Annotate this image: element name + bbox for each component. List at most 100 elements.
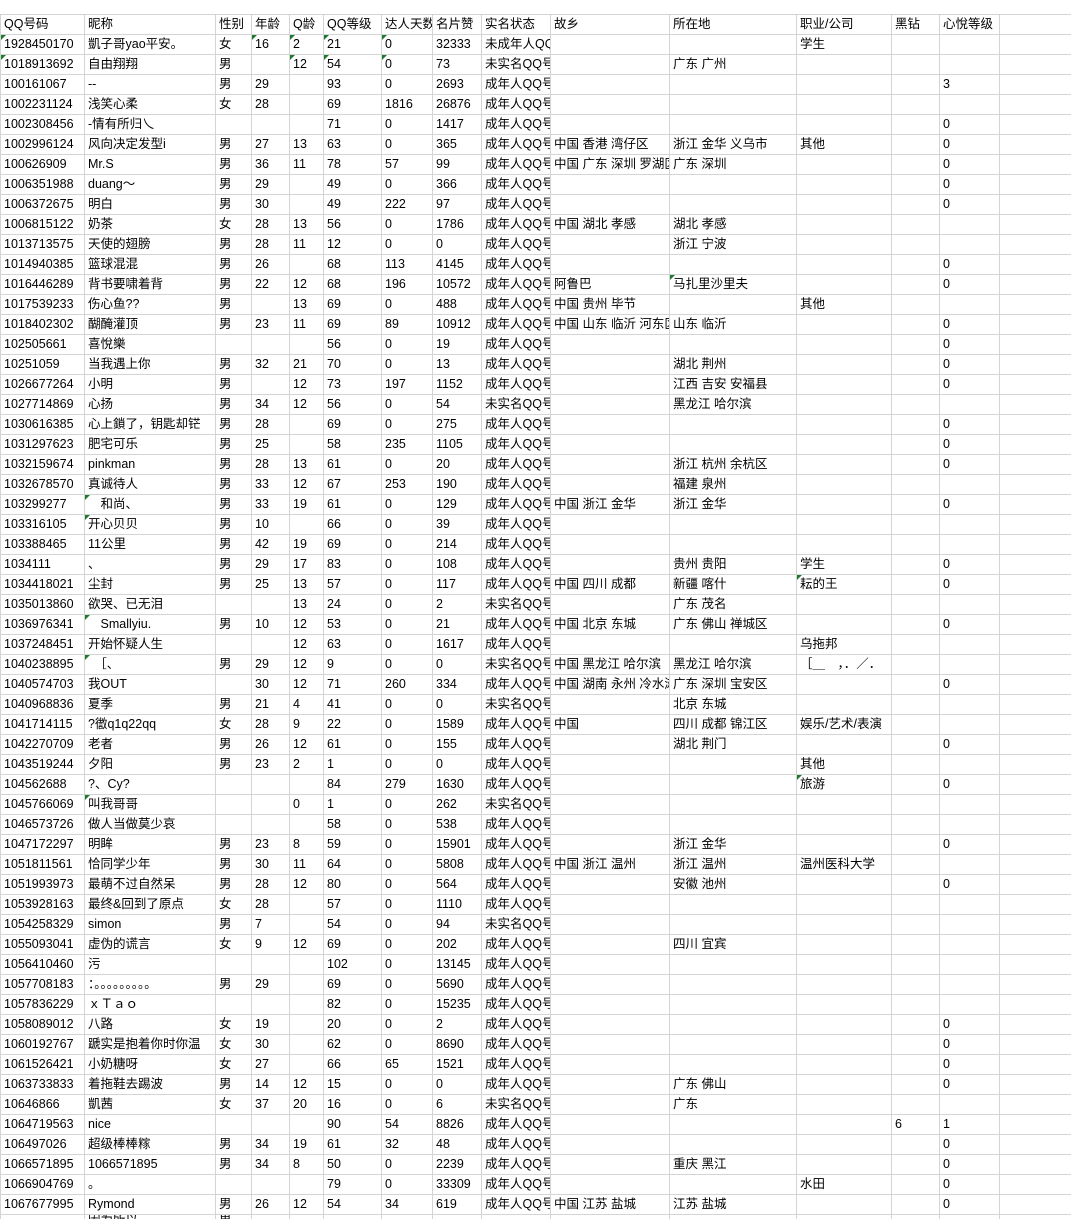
table-body[interactable]: 1928450170凱子哥yao平安。女16221032333未成年人QQ号学生… [0, 34, 1071, 1219]
cell-real[interactable] [481, 1214, 551, 1219]
cell-level[interactable]: 78 [323, 154, 382, 175]
cell-sex[interactable]: 男 [215, 394, 252, 415]
cell-days[interactable]: 0 [381, 514, 433, 535]
table-row[interactable]: 1057836229 ｘＴａｏ 82 0 15235 成年人QQ号 [0, 994, 1071, 1015]
cell-job[interactable] [796, 374, 892, 395]
table-row[interactable]: 1041714115 ?徾q1q22qq 女 28 9 22 0 1589 成年人QQ号 中国 四川… [0, 714, 1071, 735]
cell-qage[interactable]: 4 [289, 694, 324, 715]
cell-loc[interactable] [669, 814, 797, 835]
cell-job[interactable]: ［＿ ，．／． [796, 654, 892, 675]
cell-real[interactable]: 成年人QQ号 [481, 134, 551, 155]
cell-home[interactable]: 中国 北京 东城 [550, 614, 670, 635]
cell-age[interactable]: 23 [251, 754, 290, 775]
cell-nick[interactable]: 开心贝贝 [84, 514, 216, 535]
cell-real[interactable]: 未实名QQ号 [481, 54, 551, 75]
cell-nick[interactable]: 背书要啸着背 [84, 274, 216, 295]
cell-xy[interactable] [939, 714, 1000, 735]
cell-real[interactable]: 成年人QQ号 [481, 1034, 551, 1055]
cell-qq[interactable]: 104562688 [0, 774, 85, 795]
cell-xy[interactable] [939, 654, 1000, 675]
cell-home[interactable] [550, 734, 670, 755]
cell-level[interactable]: 61 [323, 734, 382, 755]
cell-real[interactable]: 成年人QQ号 [481, 154, 551, 175]
cell-level[interactable]: 21 [323, 34, 382, 55]
cell-sex[interactable]: 女 [215, 1094, 252, 1115]
table-row[interactable]: 1040238895 ［、男 29 12 9 0 0 未实名QQ号 中国 黑龙江 哈尔滨 黑龙江… [0, 654, 1071, 675]
cell-job[interactable] [796, 394, 892, 415]
cell-home[interactable] [550, 414, 670, 435]
cell-xy[interactable] [939, 694, 1000, 715]
cell-days[interactable]: 0 [381, 734, 433, 755]
cell-nick[interactable]: Smallyiu. [84, 614, 216, 635]
table-row[interactable]: 1034111、男 29 17 83 0 108 成年人QQ号 贵州 贵阳 学生 0 [0, 554, 1071, 575]
cell-sex[interactable]: 女 [215, 34, 252, 55]
cell-qq[interactable]: 1006372675 [0, 194, 85, 215]
cell-loc[interactable]: 广东 深圳 [669, 154, 797, 175]
cell-loc[interactable] [669, 74, 797, 95]
cell-home[interactable] [550, 994, 670, 1015]
cell-age[interactable] [251, 114, 290, 135]
cell-black[interactable] [891, 934, 940, 955]
cell-qq[interactable]: 1026677264 [0, 374, 85, 395]
cell-level[interactable]: 16 [323, 1094, 382, 1115]
cell-qage[interactable] [289, 114, 324, 135]
cell-loc[interactable] [669, 1174, 797, 1195]
table-row[interactable]: 103316105 开心贝贝男 10 66 0 39 成年人QQ号 [0, 514, 1071, 535]
cell-nick[interactable]: ｘＴａｏ [84, 994, 216, 1015]
cell-nick[interactable]: ：。。。。。。。。。 [84, 974, 216, 995]
table-row[interactable]: 1002308456 -情有所归乀 71 0 1417 成年人QQ号 0 [0, 114, 1071, 135]
cell-days[interactable]: 0 [381, 1014, 433, 1035]
cell-home[interactable] [550, 554, 670, 575]
table-row[interactable]: 1055093041 虚伪的谎言女 9 12 69 0 202 成年人QQ号 四川 宜宾 [0, 934, 1071, 955]
cell-qage[interactable] [289, 814, 324, 835]
cell-level[interactable]: 50 [323, 1154, 382, 1175]
cell-nick[interactable]: 风向决定发型i [84, 134, 216, 155]
cell-qage[interactable] [289, 1114, 324, 1135]
cell-level[interactable]: 57 [323, 574, 382, 595]
cell-black[interactable] [891, 794, 940, 815]
cell-loc[interactable] [669, 754, 797, 775]
cell-qq[interactable]: 106497026 [0, 1134, 85, 1155]
cell-job[interactable] [796, 1154, 892, 1175]
cell-qage[interactable] [289, 414, 324, 435]
cell-tail[interactable] [999, 54, 1071, 75]
cell-nick[interactable]: 浅笑心柔 [84, 94, 216, 115]
cell-real[interactable]: 成年人QQ号 [481, 434, 551, 455]
table-row[interactable]: 1032678570 真诚待人男 33 12 67 253 190 成年人QQ号 福建 泉州 [0, 474, 1071, 495]
cell-level[interactable]: 61 [323, 454, 382, 475]
cell-nick[interactable]: -情有所归乀 [84, 114, 216, 135]
cell-loc[interactable] [669, 774, 797, 795]
cell-qage[interactable] [289, 894, 324, 915]
cell-days[interactable]: 0 [381, 614, 433, 635]
cell-days[interactable]: 0 [381, 914, 433, 935]
cell-job[interactable]: 旅游 [796, 774, 892, 795]
cell-xy[interactable] [939, 754, 1000, 775]
cell-job[interactable] [796, 174, 892, 195]
cell-level[interactable]: 61 [323, 1134, 382, 1155]
cell-black[interactable] [891, 634, 940, 655]
cell-likes[interactable]: 94 [432, 914, 482, 935]
cell-days[interactable]: 0 [381, 1174, 433, 1195]
table-row[interactable]: 1051811561 恰同学少年男 30 11 64 0 5808 成年人QQ号 中国 浙江 温… [0, 854, 1071, 875]
cell-qage[interactable]: 12 [289, 1074, 324, 1095]
cell-likes[interactable]: 2 [432, 594, 482, 615]
cell-level[interactable]: 63 [323, 134, 382, 155]
cell-loc[interactable]: 广东 佛山 禅城区 [669, 614, 797, 635]
cell-qq[interactable] [0, 1214, 85, 1219]
cell-xy[interactable] [939, 914, 1000, 935]
cell-sex[interactable]: 女 [215, 94, 252, 115]
cell-real[interactable]: 成年人QQ号 [481, 74, 551, 95]
cell-level[interactable]: 70 [323, 354, 382, 375]
cell-job[interactable] [796, 1014, 892, 1035]
cell-home[interactable] [550, 474, 670, 495]
cell-xy[interactable] [939, 294, 1000, 315]
cell-job[interactable] [796, 1054, 892, 1075]
cell-likes[interactable]: 619 [432, 1194, 482, 1215]
cell-qq[interactable]: 1031297623 [0, 434, 85, 455]
cell-real[interactable]: 成年人QQ号 [481, 774, 551, 795]
cell-job[interactable] [796, 474, 892, 495]
cell-qq[interactable]: 100161067 [0, 74, 85, 95]
cell-home[interactable] [550, 594, 670, 615]
cell-likes[interactable]: 10572 [432, 274, 482, 295]
cell-likes[interactable]: 0 [432, 694, 482, 715]
